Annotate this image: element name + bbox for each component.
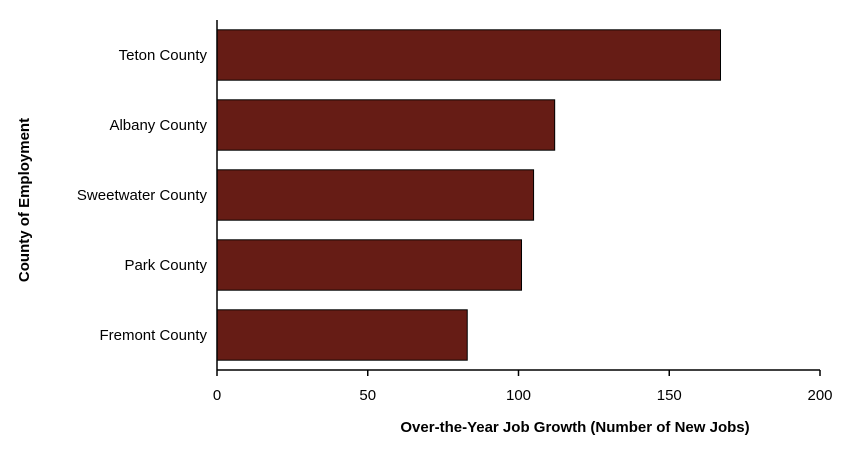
category-label: Teton County [119,47,208,64]
bars-layer [216,29,722,361]
bar-sweetwater-county [216,169,535,221]
x-tick-label: 100 [506,387,531,404]
bar-albany-county [216,99,556,151]
y-axis-title: County of Employment [16,118,33,282]
x-axis-title: Over-the-Year Job Growth (Number of New … [400,419,749,436]
category-label: Fremont County [99,327,207,344]
x-tick-label: 0 [213,387,221,404]
x-tick-label: 50 [359,387,376,404]
x-tick-label: 150 [657,387,682,404]
bar-teton-county [216,29,722,81]
category-label: Sweetwater County [77,187,208,204]
category-labels: Teton County Albany County Sweetwater Coun… [77,47,208,344]
bar-park-county [216,239,523,291]
bar-fremont-county [216,309,468,361]
category-label: Park County [124,257,207,274]
x-ticks: 0 50 100 150 200 [213,370,833,404]
category-label: Albany County [109,117,207,134]
x-tick-label: 200 [807,387,832,404]
